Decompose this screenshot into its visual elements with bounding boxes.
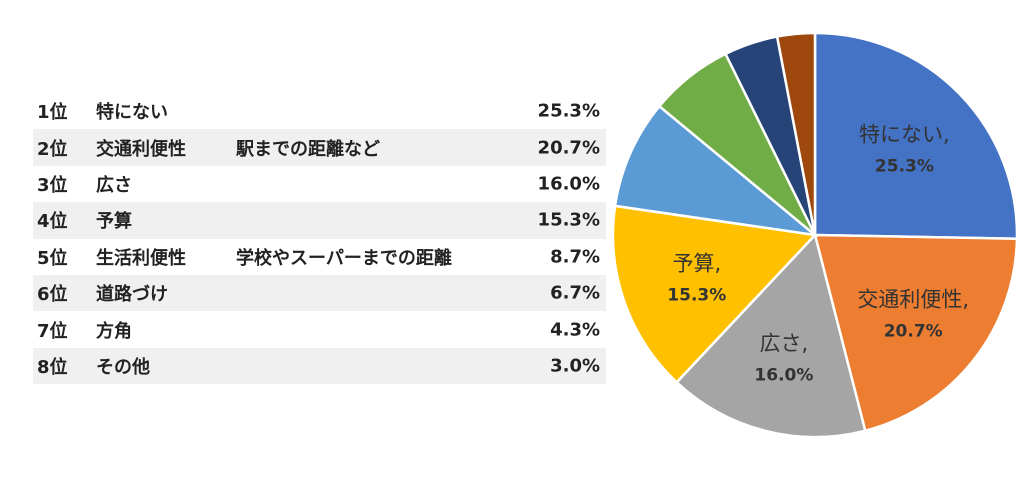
rank-item-detail: 駅までの距離など bbox=[236, 138, 380, 160]
rank-percentage: 15.3% bbox=[537, 209, 600, 231]
pie-slice bbox=[775, 31, 817, 236]
ranking-row: 3位 広さ 16.0% bbox=[33, 166, 606, 202]
rank-item-name: 広さ bbox=[96, 174, 132, 196]
ranking-row: 7位 方角 4.3% bbox=[33, 311, 606, 347]
ranking-row: 6位 道路づけ 6.7% bbox=[33, 274, 606, 312]
pie-slice bbox=[813, 31, 1019, 241]
pie-slice-value-label: 15.3% bbox=[667, 285, 726, 305]
pie-slice bbox=[613, 104, 820, 237]
rank-percentage: 16.0% bbox=[537, 173, 600, 195]
rank-percentage: 20.7% bbox=[537, 137, 600, 159]
rank-percentage: 8.7% bbox=[550, 246, 600, 268]
pie-slice-value-label: 20.7% bbox=[884, 322, 943, 342]
rank-number: 6位 bbox=[37, 284, 68, 306]
pie-slice-label: 広さ, bbox=[760, 331, 809, 355]
rank-item-name: 道路づけ bbox=[96, 284, 168, 306]
pie-slice-value-label: 25.3% bbox=[875, 156, 934, 176]
ranking-row: 1位 特にない 25.3% bbox=[33, 93, 606, 129]
rank-percentage: 4.3% bbox=[550, 319, 600, 341]
rank-number: 4位 bbox=[37, 211, 68, 233]
rank-number: 3位 bbox=[37, 174, 68, 196]
rank-item-name: 生活利便性 bbox=[96, 247, 186, 269]
ranking-row: 5位 生活利便性 学校やスーパーまでの距離 8.7% bbox=[33, 239, 606, 275]
rank-item-name: 交通利便性 bbox=[96, 138, 186, 160]
rank-number: 8位 bbox=[37, 356, 68, 378]
rank-number: 7位 bbox=[37, 320, 68, 342]
pie-slice bbox=[611, 204, 818, 385]
ranking-table: 1位 特にない 25.3% 2位 交通利便性 駅までの距離など 20.7% 3位 広さ 16.0%… bbox=[33, 93, 606, 385]
rank-number: 5位 bbox=[37, 247, 68, 269]
rank-item-name: 方角 bbox=[96, 320, 132, 342]
pie-slice-label: 特にない, bbox=[859, 122, 950, 146]
rank-percentage: 25.3% bbox=[537, 100, 600, 122]
rank-percentage: 6.7% bbox=[550, 282, 600, 304]
ranking-row: 8位 その他 3.0% bbox=[33, 347, 606, 385]
ranking-row: 4位 予算 15.3% bbox=[33, 202, 606, 239]
pie-slice-label: 交通利便性, bbox=[857, 288, 969, 312]
pie-chart: 特にない, 25.3% 交通利便性, 20.7% 広さ, 16.0% 予算, 15.3% bbox=[611, 31, 1019, 439]
rank-item-name: 特にない bbox=[96, 102, 168, 124]
pie-slice-value-label: 16.0% bbox=[754, 365, 813, 385]
pie-slice-label: 予算, bbox=[672, 251, 721, 275]
ranking-row: 2位 交通利便性 駅までの距離など 20.7% bbox=[33, 129, 606, 166]
rank-item-name: 予算 bbox=[96, 211, 132, 233]
pie-slice bbox=[674, 232, 867, 439]
rank-percentage: 3.0% bbox=[550, 355, 600, 377]
rank-item-detail: 学校やスーパーまでの距離 bbox=[236, 247, 452, 269]
rank-number: 2位 bbox=[37, 138, 68, 160]
rank-number: 1位 bbox=[37, 102, 68, 124]
pie-slice bbox=[813, 233, 1019, 433]
rank-item-name: その他 bbox=[96, 356, 150, 378]
